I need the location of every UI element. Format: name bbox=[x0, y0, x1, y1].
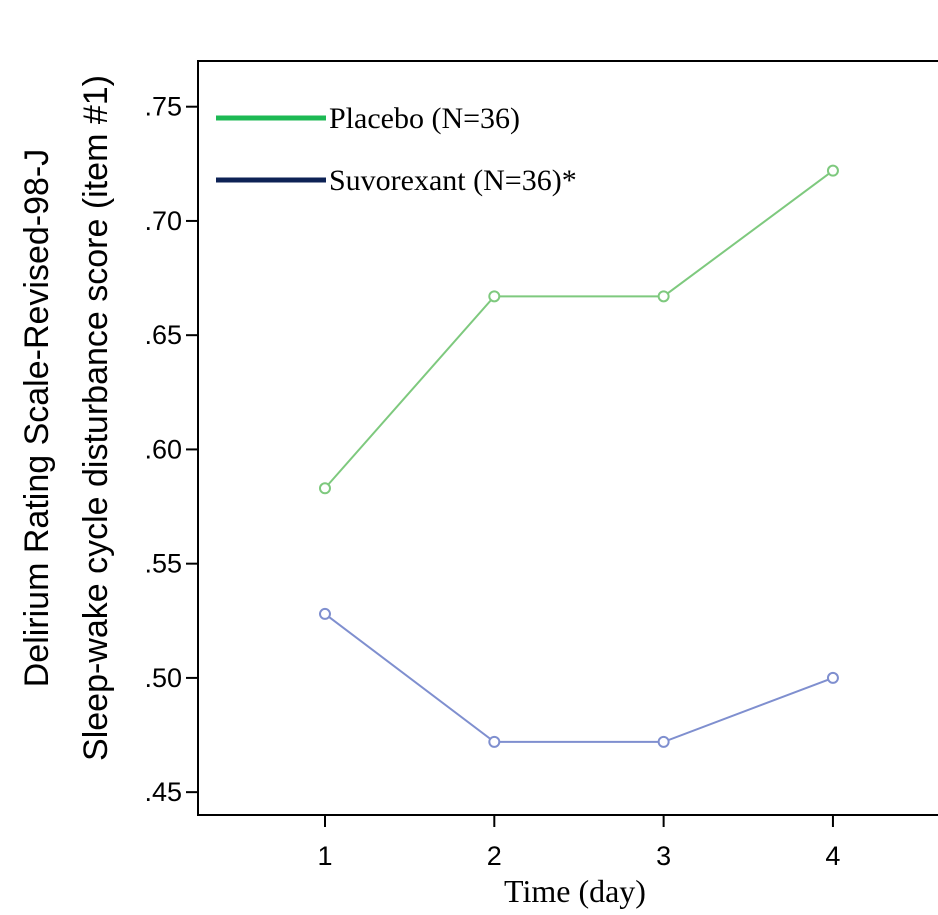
data-point-suvorexant bbox=[826, 671, 839, 684]
data-point-suvorexant bbox=[488, 735, 501, 748]
y-tick-label: .75 bbox=[144, 92, 182, 122]
y-tick-label: .45 bbox=[144, 777, 182, 807]
data-point-placebo bbox=[657, 290, 670, 303]
series-line-placebo bbox=[324, 169, 834, 489]
x-tick-label: 3 bbox=[656, 841, 671, 871]
data-point-suvorexant bbox=[657, 735, 670, 748]
x-tick-label: 4 bbox=[825, 841, 840, 871]
legend: Placebo (N=36) Suvorexant (N=36)* bbox=[216, 102, 577, 197]
data-point-placebo bbox=[826, 164, 839, 177]
series-line-suvorexant bbox=[324, 613, 834, 743]
y-tick-label: .60 bbox=[144, 434, 182, 464]
data-point-suvorexant bbox=[318, 607, 331, 620]
x-tick-label: 2 bbox=[487, 841, 502, 871]
y-axis-title-line-1: Delirium Rating Scale-Revised-98-J bbox=[18, 149, 56, 688]
y-tick-label: .50 bbox=[144, 663, 182, 693]
series-layer bbox=[318, 164, 839, 748]
legend-label-placebo: Placebo (N=36) bbox=[329, 102, 520, 135]
x-tick-label: 1 bbox=[317, 841, 332, 871]
x-axis: 1 2 3 4 bbox=[317, 815, 840, 871]
y-axis: .45 .50 .55 .60 .65 .70 .75 bbox=[144, 92, 198, 807]
y-axis-title-line-2: Sleep-wake cycle disturbance score (item… bbox=[77, 75, 115, 761]
y-tick-label: .55 bbox=[144, 549, 182, 579]
data-point-placebo bbox=[318, 482, 331, 495]
y-tick-label: .65 bbox=[144, 320, 182, 350]
data-point-placebo bbox=[488, 290, 501, 303]
y-tick-label: .70 bbox=[144, 206, 182, 236]
legend-label-suvorexant: Suvorexant (N=36)* bbox=[329, 164, 577, 197]
x-axis-title: Time (day) bbox=[504, 873, 646, 909]
plot-frame bbox=[197, 60, 938, 816]
